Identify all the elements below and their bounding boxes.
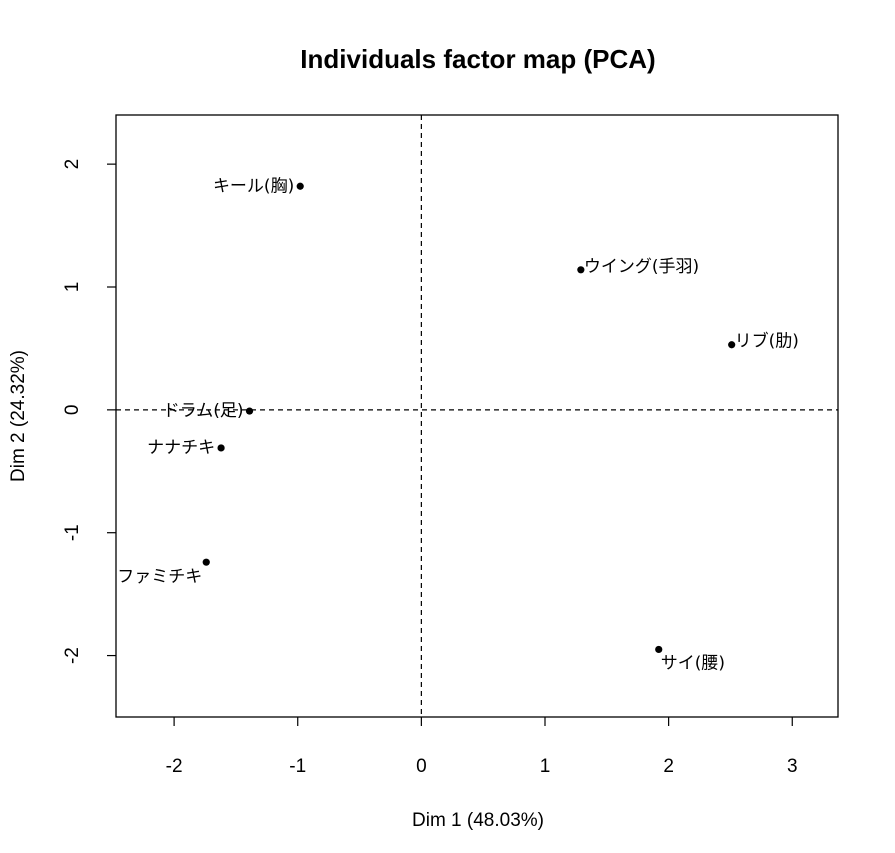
y-tick-label: 0	[62, 405, 83, 416]
y-tick-label: 1	[62, 282, 83, 293]
point-label: リブ(肋)	[735, 331, 799, 352]
point-label: サイ(腰)	[661, 653, 725, 673]
point-label: キール(胸)	[213, 176, 294, 196]
x-tick-label: 3	[787, 756, 798, 777]
x-tick-label: 1	[540, 756, 551, 777]
data-point	[296, 182, 304, 190]
x-axis: -2 -1 0 1 2 3	[166, 717, 798, 777]
data-point	[202, 558, 210, 566]
y-tick-label: -2	[62, 647, 83, 664]
x-tick-label: -2	[166, 756, 183, 777]
chart-title: Individuals factor map (PCA)	[300, 44, 655, 74]
point-label: ナナチキ	[147, 438, 215, 458]
y-axis: -2 -1 0 1 2	[62, 159, 116, 664]
data-point	[217, 444, 225, 452]
y-axis-label: Dim 2 (24.32%)	[8, 350, 29, 482]
reference-lines	[116, 115, 838, 717]
y-tick-label: -1	[62, 524, 83, 541]
x-tick-label: -1	[289, 756, 306, 777]
plot-frame	[115, 114, 839, 718]
point-label: ファミチキ	[117, 567, 202, 587]
x-axis-label: Dim 1 (48.03%)	[412, 810, 544, 831]
point-label: ウイング(手羽)	[584, 257, 699, 277]
x-tick-label: 2	[663, 756, 674, 777]
y-tick-label: 2	[62, 159, 83, 170]
data-point	[728, 341, 736, 349]
data-point	[245, 407, 254, 415]
data-point	[655, 645, 663, 654]
point-label: ドラム(足)	[163, 401, 244, 421]
x-tick-label: 0	[416, 756, 427, 777]
data-point	[577, 266, 585, 274]
